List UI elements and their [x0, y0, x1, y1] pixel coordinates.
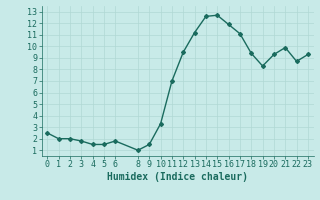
X-axis label: Humidex (Indice chaleur): Humidex (Indice chaleur)	[107, 172, 248, 182]
